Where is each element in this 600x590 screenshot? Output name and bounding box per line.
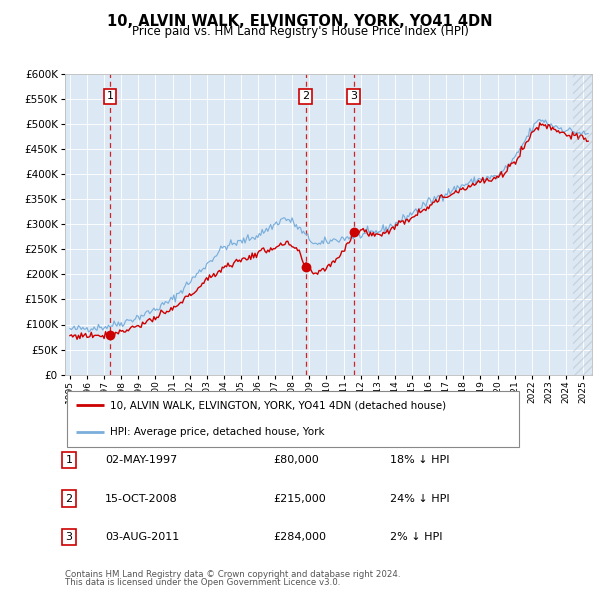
Text: 2: 2 — [65, 494, 73, 503]
Point — [105, 330, 115, 339]
Text: £284,000: £284,000 — [273, 532, 326, 542]
Bar — [573, 74, 592, 375]
Text: 10, ALVIN WALK, ELVINGTON, YORK, YO41 4DN (detached house): 10, ALVIN WALK, ELVINGTON, YORK, YO41 4D… — [110, 401, 446, 410]
Text: Price paid vs. HM Land Registry's House Price Index (HPI): Price paid vs. HM Land Registry's House … — [131, 25, 469, 38]
Text: 2% ↓ HPI: 2% ↓ HPI — [390, 532, 443, 542]
Text: Contains HM Land Registry data © Crown copyright and database right 2024.: Contains HM Land Registry data © Crown c… — [65, 570, 400, 579]
Text: 3: 3 — [65, 532, 73, 542]
Text: £215,000: £215,000 — [273, 494, 326, 503]
Text: 1: 1 — [106, 91, 113, 101]
Text: This data is licensed under the Open Government Licence v3.0.: This data is licensed under the Open Gov… — [65, 578, 340, 587]
Text: 18% ↓ HPI: 18% ↓ HPI — [390, 455, 449, 465]
Text: 2: 2 — [302, 91, 310, 101]
Text: 10, ALVIN WALK, ELVINGTON, YORK, YO41 4DN: 10, ALVIN WALK, ELVINGTON, YORK, YO41 4D… — [107, 14, 493, 28]
Text: 3: 3 — [350, 91, 357, 101]
Text: 24% ↓ HPI: 24% ↓ HPI — [390, 494, 449, 503]
Text: 02-MAY-1997: 02-MAY-1997 — [105, 455, 177, 465]
Point — [301, 262, 311, 271]
Point — [349, 228, 358, 237]
Text: 1: 1 — [65, 455, 73, 465]
Text: £80,000: £80,000 — [273, 455, 319, 465]
Text: HPI: Average price, detached house, York: HPI: Average price, detached house, York — [110, 427, 325, 437]
FancyBboxPatch shape — [67, 391, 518, 447]
Text: 15-OCT-2008: 15-OCT-2008 — [105, 494, 178, 503]
Text: 03-AUG-2011: 03-AUG-2011 — [105, 532, 179, 542]
